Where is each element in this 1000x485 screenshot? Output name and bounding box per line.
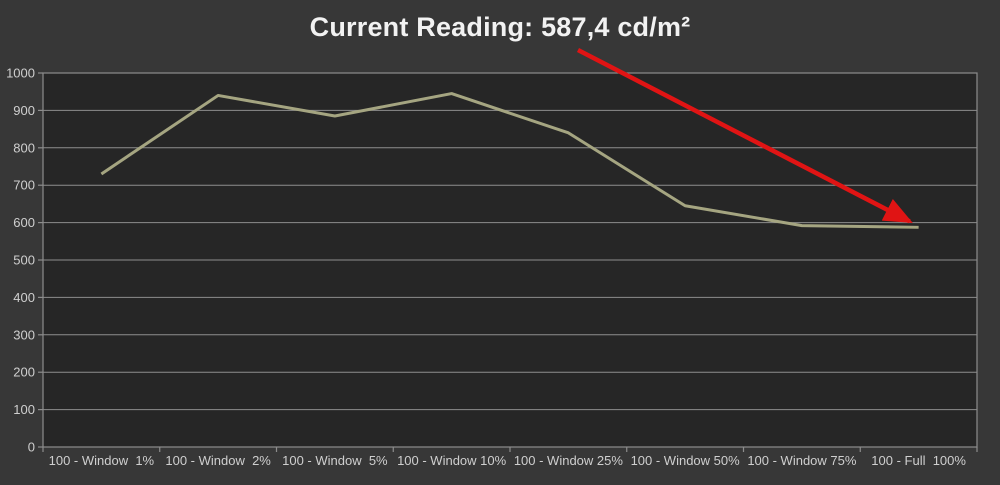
y-tick-label-400: 400: [13, 290, 35, 305]
x-category-label: 100 - Full 100%: [871, 453, 966, 468]
chart-title: Current Reading: 587,4 cd/m²: [309, 12, 691, 42]
y-tick-label-800: 800: [13, 140, 35, 155]
y-tick-label-1000: 1000: [6, 66, 35, 81]
x-category-label: 100 - Window 10%: [397, 453, 507, 468]
reading-pointer-arrow: [576, 48, 913, 224]
y-tick-label-100: 100: [13, 402, 35, 417]
y-tick-label-0: 0: [28, 440, 35, 455]
y-tick-label-700: 700: [13, 178, 35, 193]
y-tick-label-600: 600: [13, 215, 35, 230]
y-tick-label-900: 900: [13, 103, 35, 118]
x-category-label: 100 - Window 1%: [49, 453, 155, 468]
x-category-label: 100 - Window 75%: [747, 453, 857, 468]
y-tick-label-200: 200: [13, 365, 35, 380]
x-category-label: 100 - Window 5%: [282, 453, 388, 468]
y-tick-label-300: 300: [13, 327, 35, 342]
x-category-label: 100 - Window 2%: [165, 453, 271, 468]
luminance-series-line: [100, 92, 919, 229]
x-category-label: 100 - Window 25%: [514, 453, 624, 468]
y-tick-label-500: 500: [13, 253, 35, 268]
x-category-label: 100 - Window 50%: [631, 453, 741, 468]
